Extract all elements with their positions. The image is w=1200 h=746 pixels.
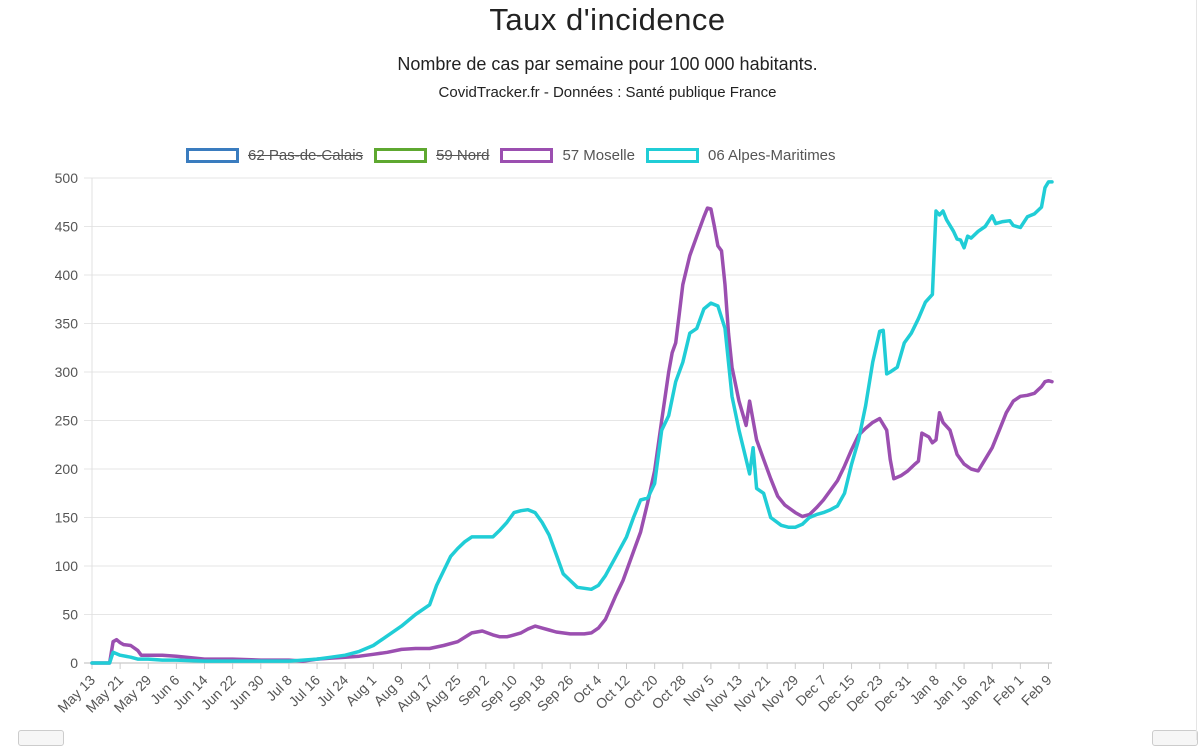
y-tick-label: 100 <box>55 558 79 574</box>
chart-legend: 62 Pas-de-Calais 59 Nord 57 Moselle 06 Alpe… <box>186 142 847 168</box>
series-line-2 <box>90 206 1054 665</box>
y-tick-label: 200 <box>55 461 79 477</box>
x-tick-label: Aug 1 <box>342 672 379 709</box>
chart-title: Taux d'incidence <box>489 2 726 37</box>
scroll-handle-left[interactable] <box>18 730 64 746</box>
x-tick-label: Feb 9 <box>1018 672 1055 709</box>
series-line-3 <box>90 180 1054 665</box>
legend-swatch <box>500 147 554 163</box>
legend-item-3[interactable]: 06 Alpes-Maritimes <box>645 146 836 164</box>
legend-item-0[interactable]: 62 Pas-de-Calais <box>186 147 363 164</box>
legend-item-2[interactable]: 57 Moselle <box>500 147 635 164</box>
legend-swatch <box>645 147 699 163</box>
legend-item-1[interactable]: 59 Nord <box>374 147 489 164</box>
y-tick-label: 350 <box>55 316 79 332</box>
y-tick-label: 150 <box>55 510 79 526</box>
legend-label: 62 Pas-de-Calais <box>248 146 364 164</box>
y-tick-label: 0 <box>70 655 78 671</box>
chart-subtitle: Nombre de cas par semaine pour 100 000 h… <box>397 54 818 74</box>
y-tick-label: 250 <box>55 413 79 429</box>
legend-swatch <box>186 147 239 163</box>
y-tick-label: 500 <box>55 170 79 186</box>
x-tick-label: Jul 24 <box>314 672 352 710</box>
legend-label: 57 Moselle <box>562 146 635 164</box>
legend-label: 06 Alpes-Maritimes <box>707 146 836 164</box>
scroll-handle-right[interactable] <box>1152 730 1198 746</box>
y-tick-label: 50 <box>62 607 78 623</box>
panel-divider <box>1196 0 1197 740</box>
legend-label: 59 Nord <box>436 146 490 164</box>
y-tick-label: 400 <box>55 267 79 283</box>
chart-source: CovidTracker.fr - Données : Santé publiq… <box>438 84 777 101</box>
y-tick-label: 450 <box>55 219 79 235</box>
legend-swatch <box>374 147 428 163</box>
y-tick-label: 300 <box>55 364 79 380</box>
x-tick-label: Feb 1 <box>990 672 1027 709</box>
x-tick-label: Jul 16 <box>285 672 323 710</box>
